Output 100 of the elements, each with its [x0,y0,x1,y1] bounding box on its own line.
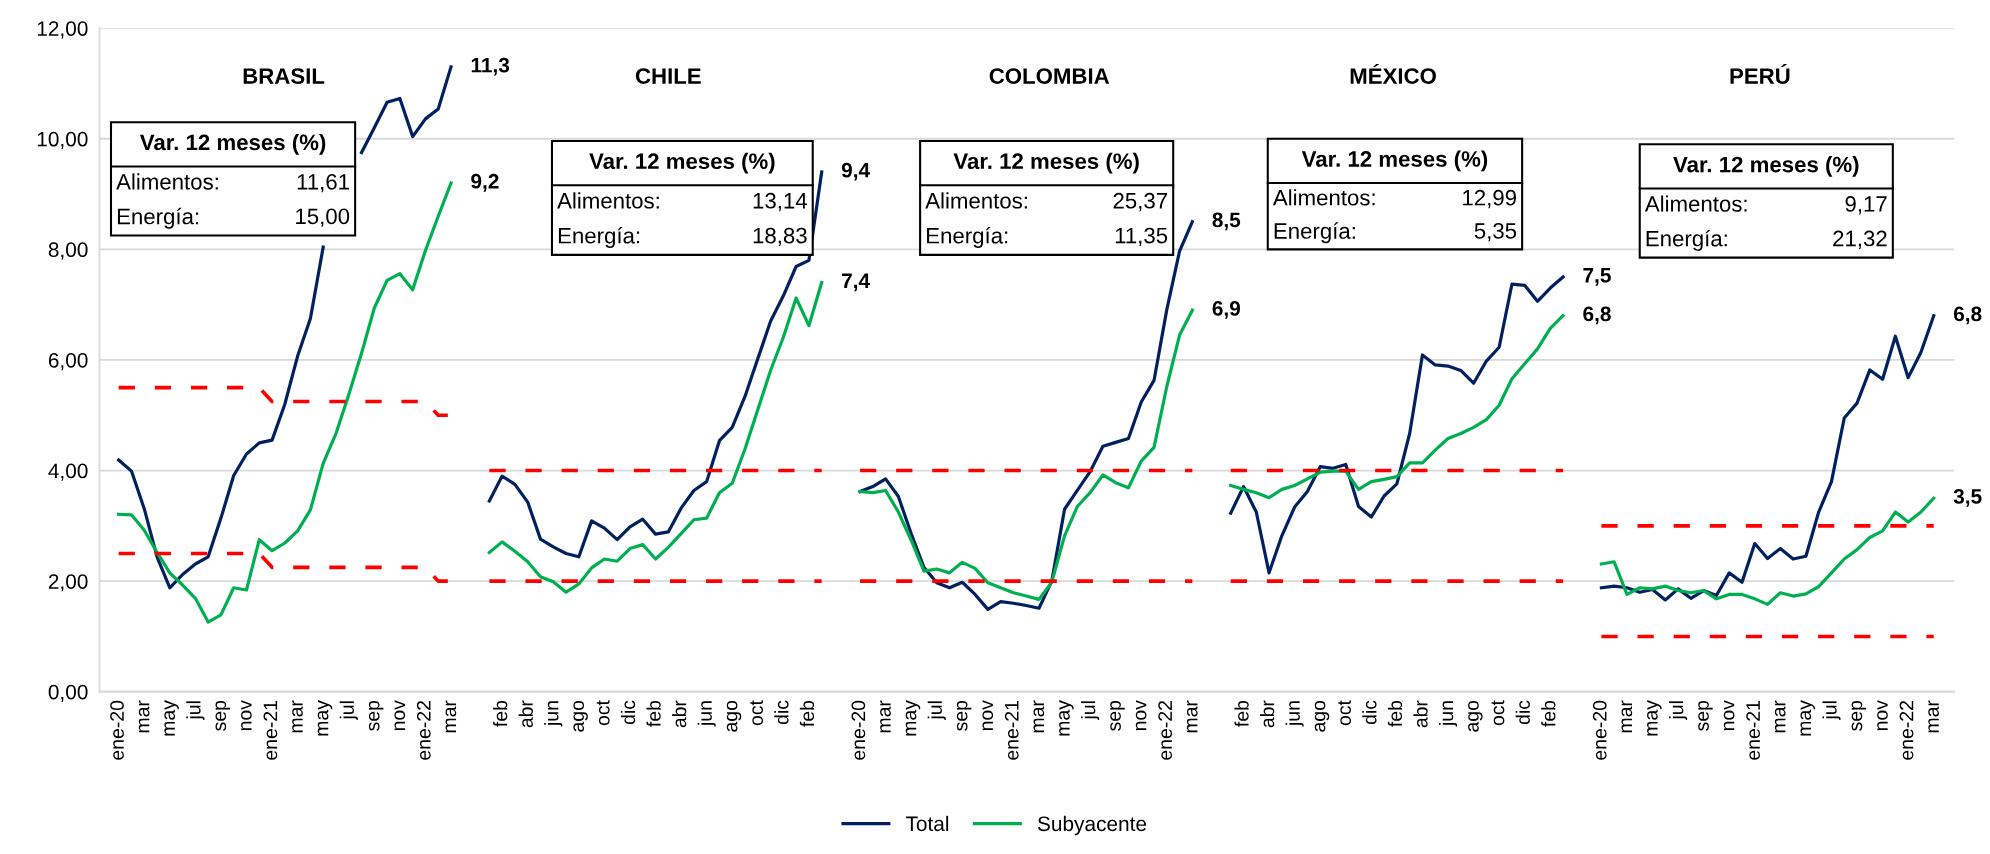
annotation: Alimentos: [1644,195,1747,212]
x-tick-label: jul [1081,701,1100,720]
annotation: COLOMBIA [989,68,1110,84]
x-tick-label: ene-20 [851,700,866,760]
y-tick-label: 8,00 [48,242,88,260]
x-tick-label: abr [1260,700,1275,728]
legend-label: Subyacente [1037,815,1147,836]
annotation: Energía: [1646,229,1727,251]
x-tick-label: mar [445,700,457,733]
data-label: 3,5 [1953,489,1982,507]
x-tick-label: abr [1413,700,1428,728]
x-tick-label: sep [368,700,384,731]
annotation: MÉXICO [1350,64,1436,84]
annotation: 25,37 [1113,192,1167,212]
data-label: 8,5 [1212,212,1241,231]
annotation: BRASIL [243,68,325,84]
y-tick-label: 6,00 [48,352,88,371]
x-tick-label: dic [1515,700,1530,725]
x-tick-label: ene-22 [416,701,431,760]
x-tick-label: ene-21 [1004,701,1019,760]
x-tick-label: ago [726,700,742,732]
annotation: 15,00 [296,208,350,227]
x-tick-label: ene-22 [1899,701,1914,760]
x-tick-label: feb [493,700,508,727]
x-tick-label: nov [394,700,406,731]
x-tick-label: dic [1362,700,1377,725]
x-tick-label: oct [750,700,763,726]
x-tick-label: jul [1822,701,1841,720]
annotation: Alimentos: [116,173,218,190]
x-tick-label: may [317,700,333,736]
x-tick-label: sep [1698,700,1713,731]
x-tick-label: mar [1774,700,1786,733]
x-tick-label: jul [927,701,946,720]
data-label: 6,8 [1953,306,1982,325]
x-tick-label: mar [138,700,150,733]
x-tick-label: mar [1186,700,1198,733]
annotation: Var. 12 meses (%) [139,133,326,155]
x-tick-label: may [905,700,921,736]
annotation: Var. 12 meses (%) [953,152,1139,174]
annotation: CHILE [635,68,701,84]
x-tick-label: mar [1033,700,1045,733]
x-tick-label: sep [215,700,230,731]
annotation: Var. 12 meses (%) [1301,150,1488,172]
x-tick-label: oct [1491,700,1505,726]
x-tick-label: dic [620,700,636,725]
data-label: 7,4 [842,273,870,292]
x-tick-label: ene-20 [110,700,124,760]
x-tick-label: may [164,700,179,736]
annotation: 9,17 [1845,196,1887,215]
y-tick-label: 4,00 [48,463,88,481]
x-tick-label: feb [1234,700,1249,727]
annotation: 12,99 [1463,189,1516,209]
x-tick-label: feb [1387,700,1403,727]
annotation: Alimentos: [557,192,659,209]
annotation: Alimentos: [1272,189,1375,206]
x-tick-label: feb [1541,700,1556,727]
x-tick-label: mar [880,700,891,733]
annotation: 21,32 [1833,230,1887,249]
annotation: 18,83 [753,227,807,247]
annotation: 11,61 [297,173,349,193]
x-tick-label: abr [518,700,533,728]
x-tick-label: ago [573,700,588,732]
data-label: 9,2 [471,173,499,192]
x-tick-label: may [1059,700,1074,736]
x-tick-label: jul [339,701,358,720]
annotation: PERÚ [1730,64,1790,84]
annotation: Alimentos: [925,192,1027,209]
annotation: 5,35 [1474,223,1517,242]
x-tick-label: dic [774,700,789,725]
x-tick-label: jun [1285,701,1304,727]
x-tick-label: ene-20 [1592,700,1607,760]
x-tick-label: mar [1621,700,1633,733]
x-tick-label: ago [1468,700,1483,732]
x-tick-label: mar [292,700,303,733]
x-tick-label: oct [596,700,610,726]
data-label: 9,4 [841,162,870,181]
annotation: Energía: [927,226,1008,248]
x-tick-label: oct [1338,700,1351,726]
data-label: 11,3 [471,57,510,76]
x-tick-label: may [1647,700,1662,736]
x-tick-label: nov [1135,700,1147,731]
x-tick-label: mar [1928,700,1939,733]
y-tick-label: 10,00 [37,131,88,149]
x-tick-label: feb [646,700,661,727]
x-tick-label: nov [1723,700,1735,731]
annotation: Var. 12 meses (%) [589,152,775,174]
x-tick-label: sep [1851,700,1867,731]
x-tick-label: jun [697,701,716,727]
annotation: Energía: [117,207,199,229]
y-tick-label: 12,00 [37,21,88,39]
x-tick-label: ago [1314,700,1330,732]
annotation: Energía: [1274,222,1355,244]
x-tick-label: sep [1110,700,1125,731]
x-tick-label: may [1800,700,1815,736]
data-label: 7,5 [1583,268,1611,286]
legend-label: Total [905,815,949,832]
x-tick-label: ene-22 [1158,701,1173,760]
x-tick-label: abr [672,700,687,728]
x-tick-label: jun [1438,701,1458,727]
data-label: 6,8 [1583,306,1611,325]
